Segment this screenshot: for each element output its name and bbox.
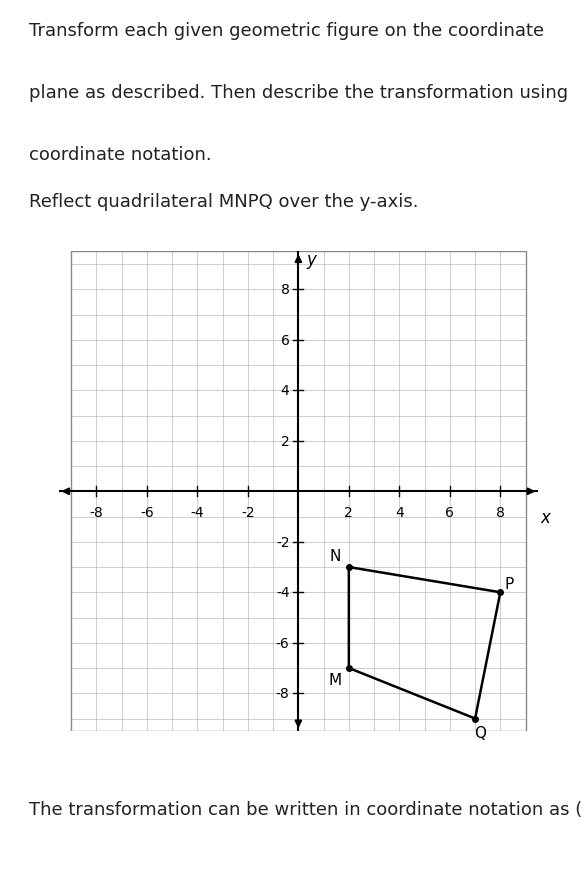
Text: plane as described. Then describe the transformation using: plane as described. Then describe the tr… xyxy=(29,84,569,102)
Text: 6: 6 xyxy=(281,333,290,347)
Text: 8: 8 xyxy=(281,283,290,297)
Text: P: P xyxy=(504,576,514,591)
Text: -4: -4 xyxy=(276,586,290,600)
Text: 4: 4 xyxy=(395,506,404,519)
Text: coordinate notation.: coordinate notation. xyxy=(29,146,212,164)
Text: Reflect quadrilateral MNPQ over the y-axis.: Reflect quadrilateral MNPQ over the y-ax… xyxy=(29,192,419,211)
Text: y: y xyxy=(306,251,316,268)
Text: Q: Q xyxy=(474,725,486,740)
Text: 2: 2 xyxy=(345,506,353,519)
Text: x: x xyxy=(541,509,550,526)
Text: -2: -2 xyxy=(241,506,254,519)
Text: -6: -6 xyxy=(276,636,290,650)
Text: -6: -6 xyxy=(140,506,154,519)
Text: M: M xyxy=(328,672,342,688)
Text: -2: -2 xyxy=(276,535,290,549)
Text: 2: 2 xyxy=(281,434,290,448)
Text: 8: 8 xyxy=(496,506,505,519)
Text: N: N xyxy=(329,548,340,563)
Text: -8: -8 xyxy=(276,687,290,701)
Text: Transform each given geometric figure on the coordinate: Transform each given geometric figure on… xyxy=(29,22,545,40)
Text: -4: -4 xyxy=(191,506,204,519)
Text: 6: 6 xyxy=(445,506,455,519)
Text: 4: 4 xyxy=(281,384,290,398)
Text: -8: -8 xyxy=(90,506,103,519)
Text: The transformation can be written in coordinate notation as (: The transformation can be written in coo… xyxy=(29,799,583,818)
